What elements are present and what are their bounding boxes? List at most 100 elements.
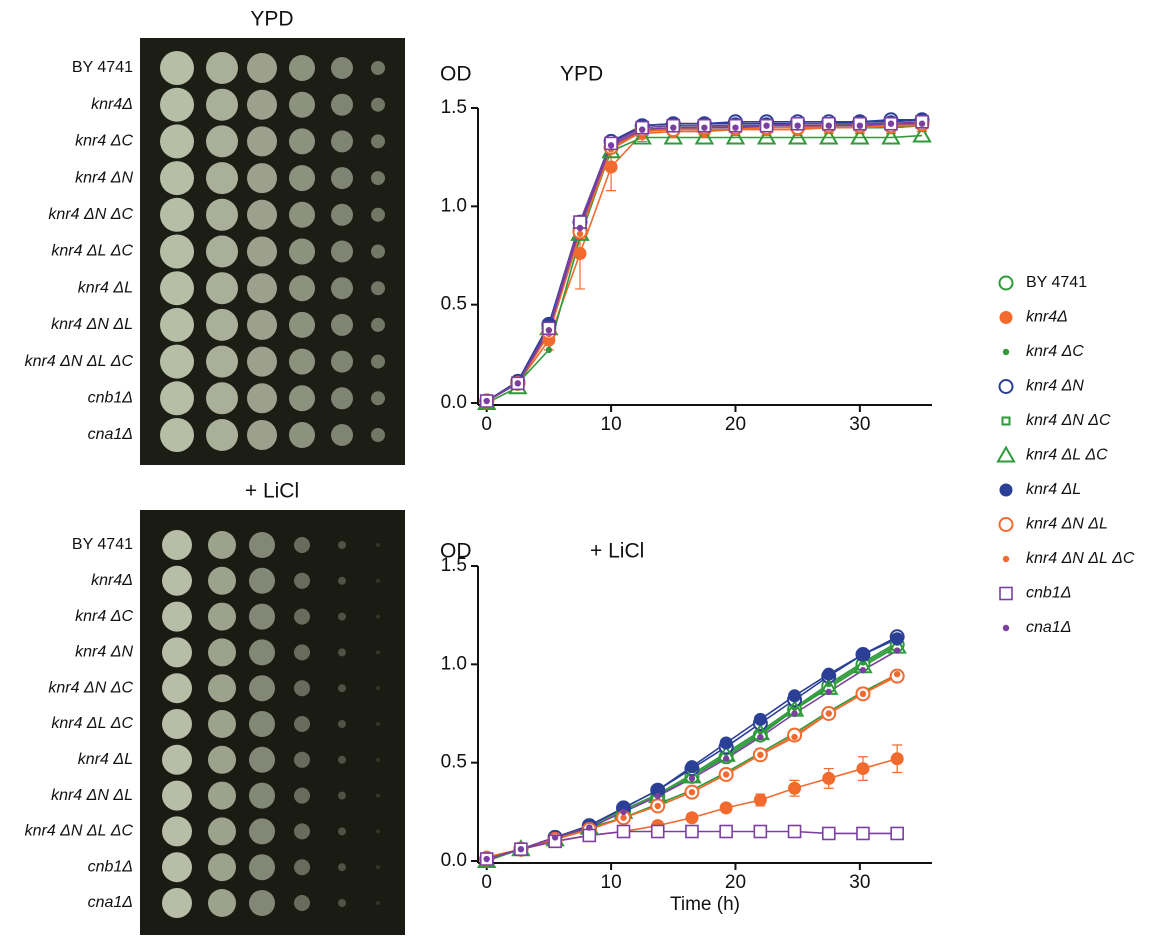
- marker: [586, 824, 593, 831]
- colony-spot: [376, 614, 380, 619]
- marker: [890, 752, 904, 766]
- plate-title: + LiCl: [245, 480, 299, 503]
- legend-label: cnb1Δ: [1026, 585, 1071, 602]
- legend-marker: [999, 586, 1013, 601]
- marker: [856, 762, 870, 776]
- x-tick-label: 30: [849, 414, 870, 435]
- marker: [753, 824, 768, 839]
- marker: [682, 766, 702, 784]
- colony-spot: [338, 827, 346, 836]
- marker: [545, 327, 553, 334]
- strain-label: knr4 ΔN ΔC: [48, 679, 133, 696]
- colony-spot: [162, 601, 192, 632]
- x-tick-label: 0: [481, 414, 492, 435]
- y-axis-label: OD: [440, 540, 472, 563]
- marker: [893, 647, 901, 654]
- marker: [856, 122, 864, 129]
- colony-spot: [338, 612, 346, 621]
- marker: [576, 224, 584, 232]
- marker: [791, 710, 798, 717]
- colony-spot: [371, 61, 385, 75]
- marker: [859, 690, 867, 698]
- colony-spot: [208, 531, 236, 559]
- chart-title: + LiCl: [590, 540, 644, 563]
- colony-spot: [331, 424, 353, 446]
- colony-spot: [331, 203, 353, 226]
- marker: [514, 380, 522, 387]
- series-line: [486, 122, 923, 402]
- colony-spot: [247, 163, 277, 194]
- legend-label: cna1Δ: [1026, 619, 1071, 636]
- strain-label: cnb1Δ: [88, 390, 133, 407]
- colony-spot: [376, 578, 380, 583]
- legend-marker: [1002, 348, 1010, 356]
- marker: [787, 127, 808, 145]
- marker: [545, 346, 553, 354]
- series-line: [486, 120, 923, 402]
- colony-spot: [247, 346, 277, 377]
- colony-spot: [294, 823, 310, 840]
- y-axis-label: OD: [440, 63, 472, 86]
- colony-spot: [331, 387, 353, 410]
- marker: [788, 689, 802, 703]
- legend-marker: [999, 311, 1013, 324]
- colony-spot: [249, 532, 275, 558]
- series-line: [486, 124, 923, 402]
- marker: [688, 788, 696, 796]
- colony-spot: [294, 787, 310, 804]
- chart-title: YPD: [560, 63, 603, 86]
- colony-spot: [371, 134, 385, 149]
- marker: [893, 670, 901, 678]
- marker: [788, 781, 802, 795]
- colony-spot: [208, 710, 236, 738]
- colony-spot: [294, 716, 310, 732]
- marker: [722, 771, 730, 778]
- marker: [685, 760, 699, 774]
- colony-spot: [289, 422, 315, 448]
- marker: [757, 733, 764, 741]
- marker: [483, 855, 490, 863]
- marker: [722, 755, 730, 762]
- marker: [663, 127, 684, 145]
- marker: [607, 142, 615, 149]
- colony-spot: [247, 420, 277, 450]
- legend-marker: [998, 379, 1014, 394]
- colony-spot: [249, 675, 275, 702]
- marker: [787, 824, 802, 839]
- series-line: [486, 122, 923, 402]
- marker: [918, 120, 926, 127]
- marker: [620, 808, 627, 816]
- colony-spot: [294, 608, 310, 625]
- marker: [616, 824, 631, 839]
- colony-spot: [376, 543, 380, 547]
- colony-spot: [247, 199, 277, 230]
- colony-spot: [160, 161, 194, 196]
- marker: [719, 801, 733, 815]
- x-tick-label: 20: [725, 872, 746, 893]
- colony-spot: [162, 565, 192, 596]
- marker: [822, 771, 836, 785]
- strain-label: knr4 ΔN: [75, 644, 133, 661]
- colony-spot: [294, 537, 310, 553]
- colony-spot: [249, 782, 275, 809]
- marker: [887, 120, 895, 127]
- colony-spot: [294, 680, 310, 697]
- colony-spot: [160, 51, 194, 85]
- colony-spot: [162, 780, 192, 811]
- colony-spot: [208, 602, 236, 631]
- colony-spot: [294, 644, 310, 661]
- legend-label: knr4 ΔC: [1026, 343, 1084, 360]
- series-line: [486, 122, 923, 402]
- colony-spot: [247, 309, 277, 340]
- marker: [753, 712, 767, 726]
- series-line: [486, 119, 923, 402]
- colony-spot: [206, 382, 238, 415]
- marker: [890, 826, 904, 841]
- colony-spot: [294, 895, 310, 911]
- strain-label: knr4 ΔN ΔL: [51, 316, 133, 333]
- colony-spot: [331, 277, 353, 300]
- x-tick-label: 10: [601, 414, 622, 435]
- colony-spot: [249, 567, 275, 594]
- colony-spot: [206, 235, 238, 268]
- colony-spot: [338, 648, 346, 657]
